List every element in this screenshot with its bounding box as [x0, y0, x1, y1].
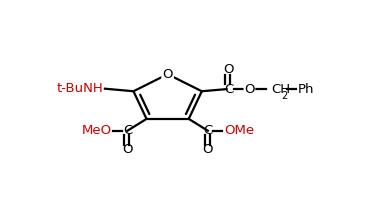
Text: 2: 2 [281, 91, 287, 101]
Text: O: O [162, 68, 173, 81]
Text: t-BuNH: t-BuNH [56, 82, 103, 95]
Text: O: O [122, 143, 133, 155]
Text: O: O [244, 83, 255, 96]
Text: C: C [123, 124, 132, 137]
Text: CH: CH [272, 83, 291, 96]
Text: C: C [224, 83, 233, 96]
Text: O: O [223, 63, 234, 76]
Text: Ph: Ph [298, 83, 314, 96]
Text: C: C [203, 124, 213, 137]
Text: MeO: MeO [82, 124, 112, 137]
Text: OMe: OMe [224, 124, 254, 137]
Text: O: O [203, 143, 213, 155]
